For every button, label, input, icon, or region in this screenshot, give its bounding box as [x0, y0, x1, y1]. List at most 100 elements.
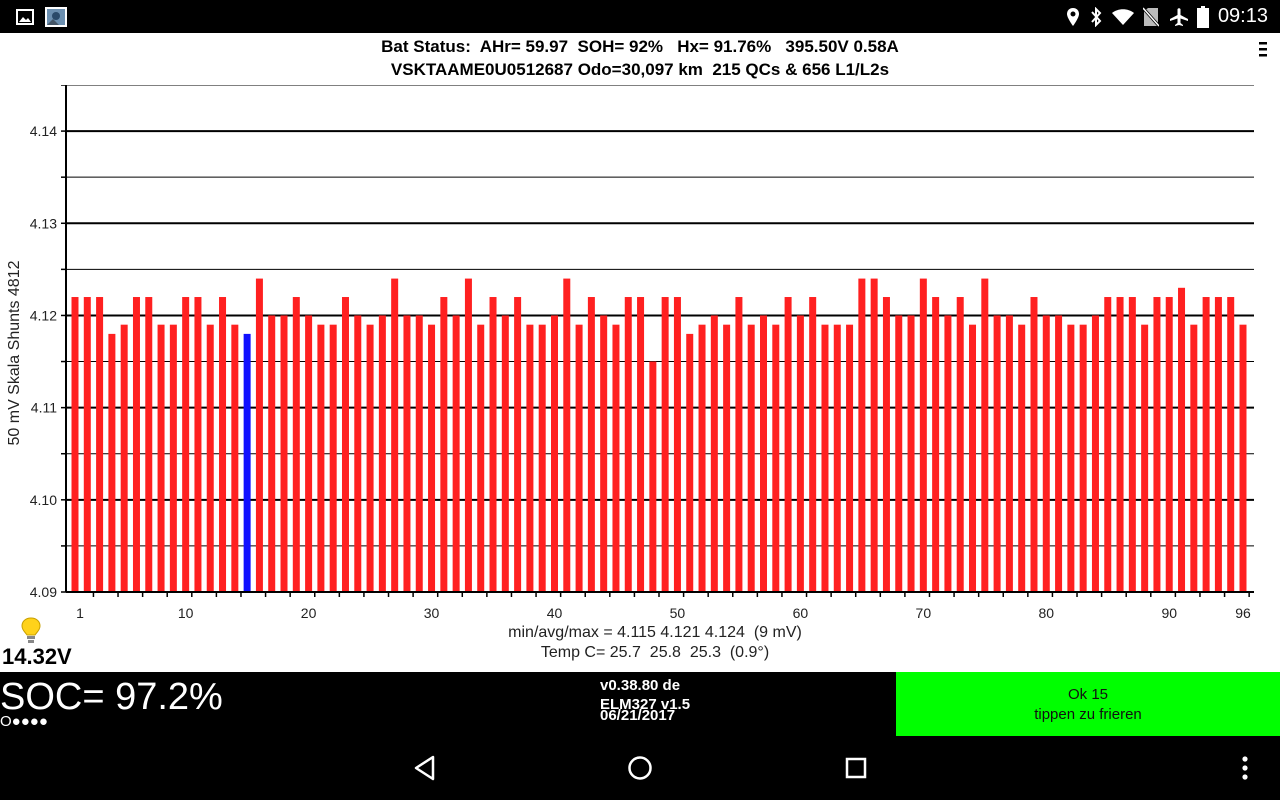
bar: [1227, 297, 1235, 592]
bar: [550, 315, 558, 592]
bar: [772, 324, 780, 592]
bar: [452, 315, 460, 592]
bar: [698, 324, 706, 592]
battery-icon: [1195, 0, 1211, 33]
status-clock: 09:13: [1217, 5, 1268, 27]
y-axis-label: 50 mV Skala Shunts 4812: [6, 260, 23, 445]
bar: [219, 297, 227, 592]
bar: [145, 297, 153, 592]
y-tick-label: 4.12: [30, 307, 57, 323]
min-avg-max-stats: min/avg/max = 4.115 4.121 4.124 (9 mV): [508, 624, 802, 641]
bar: [895, 315, 903, 592]
connection-dots: O●●●●: [0, 713, 48, 730]
bar: [833, 324, 841, 592]
bar: [1153, 297, 1161, 592]
soc-value: SOC= 97.2%: [0, 676, 223, 718]
bar-highlighted: [243, 333, 251, 592]
bar: [993, 315, 1001, 592]
bar: [292, 297, 300, 592]
bar: [71, 297, 79, 592]
bar: [637, 297, 645, 592]
bar: [563, 278, 571, 592]
x-tick-label: 60: [793, 605, 809, 621]
bar: [182, 297, 190, 592]
bar: [723, 324, 731, 592]
x-tick-label: 20: [301, 605, 317, 621]
bar: [1067, 324, 1075, 592]
bar: [882, 297, 890, 592]
bar: [969, 324, 977, 592]
bar: [1239, 324, 1247, 592]
bar: [870, 278, 878, 592]
bar: [1116, 297, 1124, 592]
overflow-menu-icon[interactable]: [1230, 736, 1260, 800]
bar: [305, 315, 313, 592]
bar: [1030, 297, 1038, 592]
bar: [821, 324, 829, 592]
bar: [1018, 324, 1026, 592]
photo-icon: [44, 0, 68, 33]
bar: [784, 297, 792, 592]
bar: [1005, 315, 1013, 592]
bar: [341, 297, 349, 592]
bar: [132, 297, 140, 592]
menu-icon[interactable]: [1256, 40, 1270, 58]
bar: [575, 324, 583, 592]
recents-icon[interactable]: [831, 736, 881, 800]
bar: [858, 278, 866, 592]
bar: [231, 324, 239, 592]
bar: [1202, 297, 1210, 592]
bar: [1091, 315, 1099, 592]
bar: [169, 324, 177, 592]
bar: [1128, 297, 1136, 592]
version-line: v0.38.80 de: [600, 677, 681, 694]
bar: [428, 324, 436, 592]
battery-status-header: Bat Status: AHr= 59.97 SOH= 92% Hx= 91.7…: [0, 33, 1280, 85]
bar: [760, 315, 768, 592]
bar: [464, 278, 472, 592]
aux-voltage-value: 14.32V: [2, 644, 72, 669]
bar: [710, 315, 718, 592]
version-line: ELM327 v1.5: [600, 696, 691, 713]
airplane-icon: [1168, 0, 1190, 33]
bar: [354, 315, 362, 592]
bar: [403, 315, 411, 592]
bar: [108, 333, 116, 592]
y-tick-label: 4.10: [30, 492, 57, 508]
location-icon: [1064, 0, 1082, 33]
back-icon[interactable]: [400, 736, 450, 800]
bar: [1190, 324, 1198, 592]
bar: [329, 324, 337, 592]
bar: [846, 324, 854, 592]
bar: [538, 324, 546, 592]
bar: [612, 324, 620, 592]
x-tick-label: 96: [1235, 605, 1251, 621]
voltage-indicator: [0, 612, 120, 672]
x-tick-label: 1: [76, 605, 84, 621]
status-bar: 09:13: [0, 0, 1280, 33]
freeze-button-label: tippen zu frieren: [1034, 706, 1142, 723]
lightbulb-icon: [20, 616, 42, 651]
freeze-button[interactable]: Ok 15 tippen zu frieren: [896, 672, 1280, 736]
bar: [1055, 315, 1063, 592]
bar: [919, 278, 927, 592]
bar: [391, 278, 399, 592]
bar: [1079, 324, 1087, 592]
home-icon[interactable]: [615, 736, 665, 800]
bar: [1178, 287, 1186, 592]
bar: [514, 297, 522, 592]
version-line: 06/21/2017: [600, 707, 676, 724]
bar: [1042, 315, 1050, 592]
bar: [268, 315, 276, 592]
temperature-stats: Temp C= 25.7 25.8 25.3 (0.9°): [540, 644, 770, 661]
bar: [1214, 297, 1222, 592]
battery-status-line: Bat Status: AHr= 59.97 SOH= 92% Hx= 91.7…: [381, 37, 899, 56]
bar: [809, 297, 817, 592]
bar: [415, 315, 423, 592]
bar: [366, 324, 374, 592]
bar: [477, 324, 485, 592]
bar: [378, 315, 386, 592]
navigation-bar: [0, 736, 1280, 800]
bar: [83, 297, 91, 592]
x-tick-label: 90: [1161, 605, 1177, 621]
